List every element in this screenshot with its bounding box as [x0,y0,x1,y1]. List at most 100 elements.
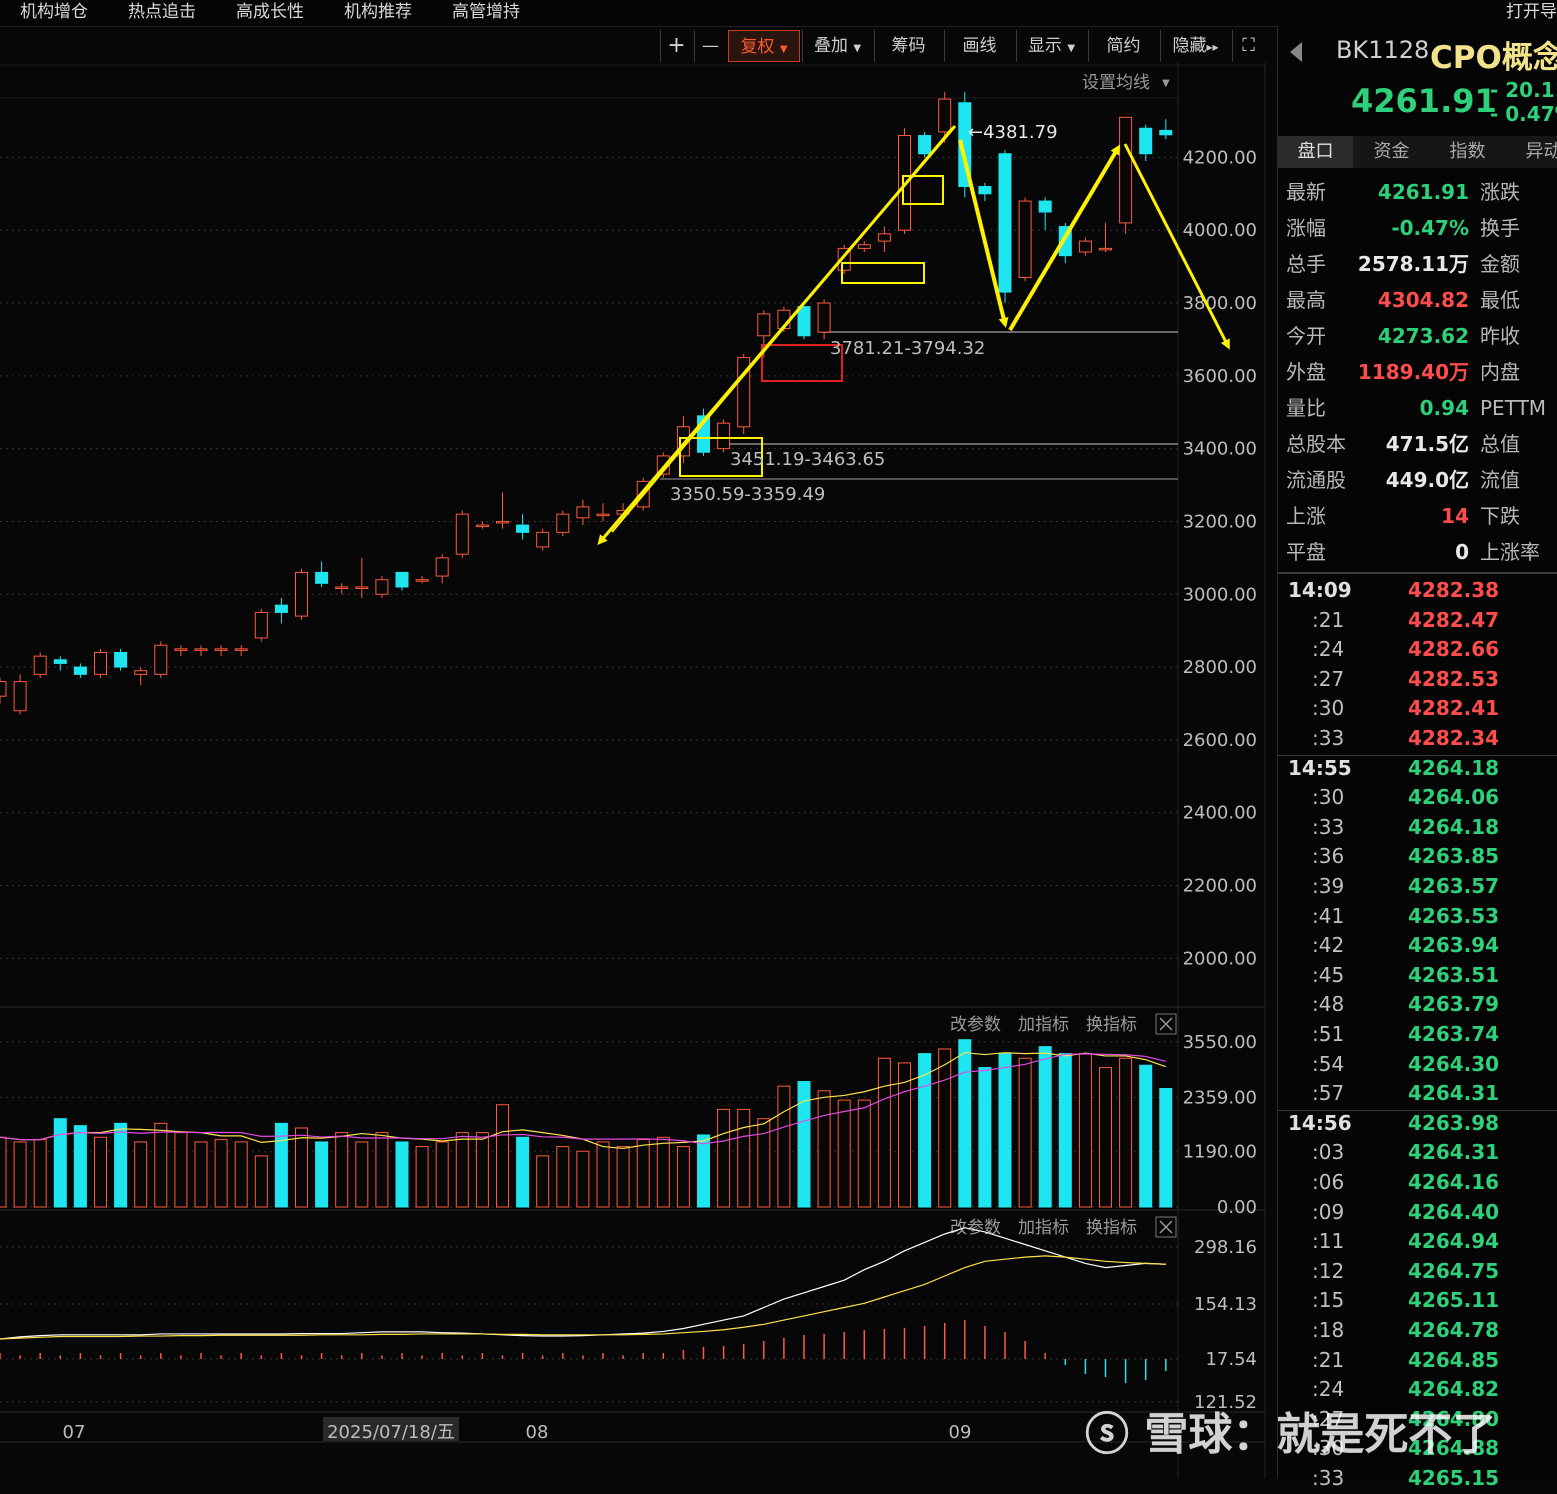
tick-price: 4264.78 [1408,1318,1500,1342]
tick-price: 4263.74 [1408,1022,1500,1046]
nav-item-3[interactable]: 高成长性 [236,2,304,22]
candle [877,226,891,253]
quote-label: 涨幅 [1286,216,1326,240]
tick-time: :57 [1312,1081,1345,1106]
candle [214,645,228,657]
price-tick-label: 2000.00 [1183,948,1257,969]
switch-indicator-button-2[interactable]: 换指标 [1086,1218,1137,1238]
quote-label: 总股本 [1286,432,1346,456]
nav-item-4[interactable]: 机构推荐 [344,2,412,22]
tick-price: 4282.34 [1408,726,1500,750]
divider [1278,572,1557,574]
close-panel-button[interactable] [1155,1013,1177,1035]
tick-price: 4264.18 [1408,814,1500,839]
chevron-left-icon[interactable] [1290,42,1302,62]
candle [1119,116,1133,234]
nav-item-1[interactable]: 机构增仓 [20,2,88,22]
tab-zhishu[interactable]: 指数 [1449,141,1486,162]
tick-row: :30 4282.41 [1278,694,1557,724]
price-tick-label: 3400.00 [1183,439,1257,460]
tick-price: 4264.82 [1408,1377,1500,1402]
tab-yidong[interactable]: 异动 [1525,141,1557,162]
tick-time: :36 [1312,844,1345,869]
volume-bar [33,1139,47,1208]
price-tick-label: 3000.00 [1183,584,1257,605]
candle [1038,197,1052,231]
last-price: 4261.91 [1351,82,1497,120]
volume-bar [94,1136,107,1208]
tick-price: 4263.98 [1408,1110,1500,1135]
tab-pankou[interactable]: 盘口 [1278,136,1353,168]
tick-row: :39 4263.57 [1278,872,1557,902]
candle [536,528,550,551]
chips-button[interactable]: 筹码 [874,30,942,62]
quote-label: 流通股 [1286,468,1346,492]
tab-zijin[interactable]: 资金 [1373,141,1410,162]
tick-price: 4263.53 [1408,903,1500,928]
fuquan-button[interactable]: 复权 ▼ [728,30,800,62]
volume-bar [53,1118,67,1208]
candle [53,656,67,671]
arrow-down-right [1123,143,1230,350]
add-indicator-button[interactable]: 加指标 [1018,1015,1069,1035]
add-indicator-button-2[interactable]: 加指标 [1018,1218,1069,1238]
tick-time: :18 [1312,1318,1345,1342]
open-guide-link[interactable]: 打开导 [1506,2,1557,22]
change-params-button[interactable]: 改参数 [950,1015,1001,1035]
display-label: 显示 [1027,36,1062,56]
switch-indicator-button[interactable]: 换指标 [1086,1015,1137,1035]
candle [194,645,208,657]
quote-label: 最高 [1286,288,1326,312]
close-icon [1159,1220,1173,1234]
x-axis-label: 07 [63,1422,86,1443]
candle [898,128,911,234]
tick-time: 14:56 [1288,1110,1352,1135]
volume-bar [114,1122,128,1208]
nav-item-5[interactable]: 高管增持 [452,2,520,22]
watermark-text: 雪球：就是死不了 [1144,1409,1497,1460]
volume-bar [295,1127,308,1208]
fullscreen-icon[interactable]: ⛶ [1232,30,1264,62]
overlay-button[interactable]: 叠加 ▼ [802,30,872,62]
volume-bar [616,1146,630,1208]
candle [94,648,107,678]
tick-row: :15 4265.11 [1278,1286,1557,1316]
volume-bar [254,1155,268,1208]
zoom-in-button[interactable]: + [660,30,692,62]
quote-value: 449.0亿 [1385,468,1469,492]
tick-time: :27 [1312,666,1345,691]
candle [1078,237,1092,256]
hide-button[interactable]: 隐藏▸▸ [1160,30,1230,62]
volume-bar [516,1136,530,1208]
price-gridlines [0,156,1178,959]
quote-value: 2578.11万 [1357,252,1469,276]
simple-button[interactable]: 简约 [1088,30,1158,62]
volume-bar [1119,1057,1133,1208]
volume-bar [1018,1057,1032,1208]
quote-value: 1189.40万 [1357,360,1469,384]
volume-bar [777,1085,791,1208]
ma-settings-button[interactable]: 设置均线 [1082,73,1150,93]
zoom-out-button[interactable]: — [694,30,726,62]
tick-row: :41 4263.53 [1278,902,1557,932]
quote-label-2: 总值 [1480,432,1520,456]
quote-value: 4261.91 [1377,180,1469,204]
draw-line-button[interactable]: 画线 [944,30,1014,62]
quote-tabs: 盘口 资金 指数 异动 [1278,136,1557,168]
tick-price: 4263.51 [1408,962,1500,987]
candle [154,641,168,678]
volume-tick-label: 0.00 [1217,1197,1257,1218]
display-button[interactable]: 显示 ▼ [1016,30,1086,62]
candle [1139,124,1153,162]
volume-bar [938,1048,952,1208]
volume-bar [576,1150,590,1208]
candle [455,510,469,558]
candle [1099,222,1112,253]
close-panel-button-2[interactable] [1155,1216,1177,1238]
kline-chart[interactable]: 设置均线 ▼ 4200.00 4000.00 3800.00 3600.00 3400.… [0,62,1270,1478]
candle [33,652,47,678]
tick-row: 14:55 4264.18 [1278,754,1557,784]
nav-item-2[interactable]: 热点追击 [128,2,196,22]
price-change: - 20.11 [1490,78,1557,102]
price-tick-label: 2400.00 [1183,803,1257,824]
